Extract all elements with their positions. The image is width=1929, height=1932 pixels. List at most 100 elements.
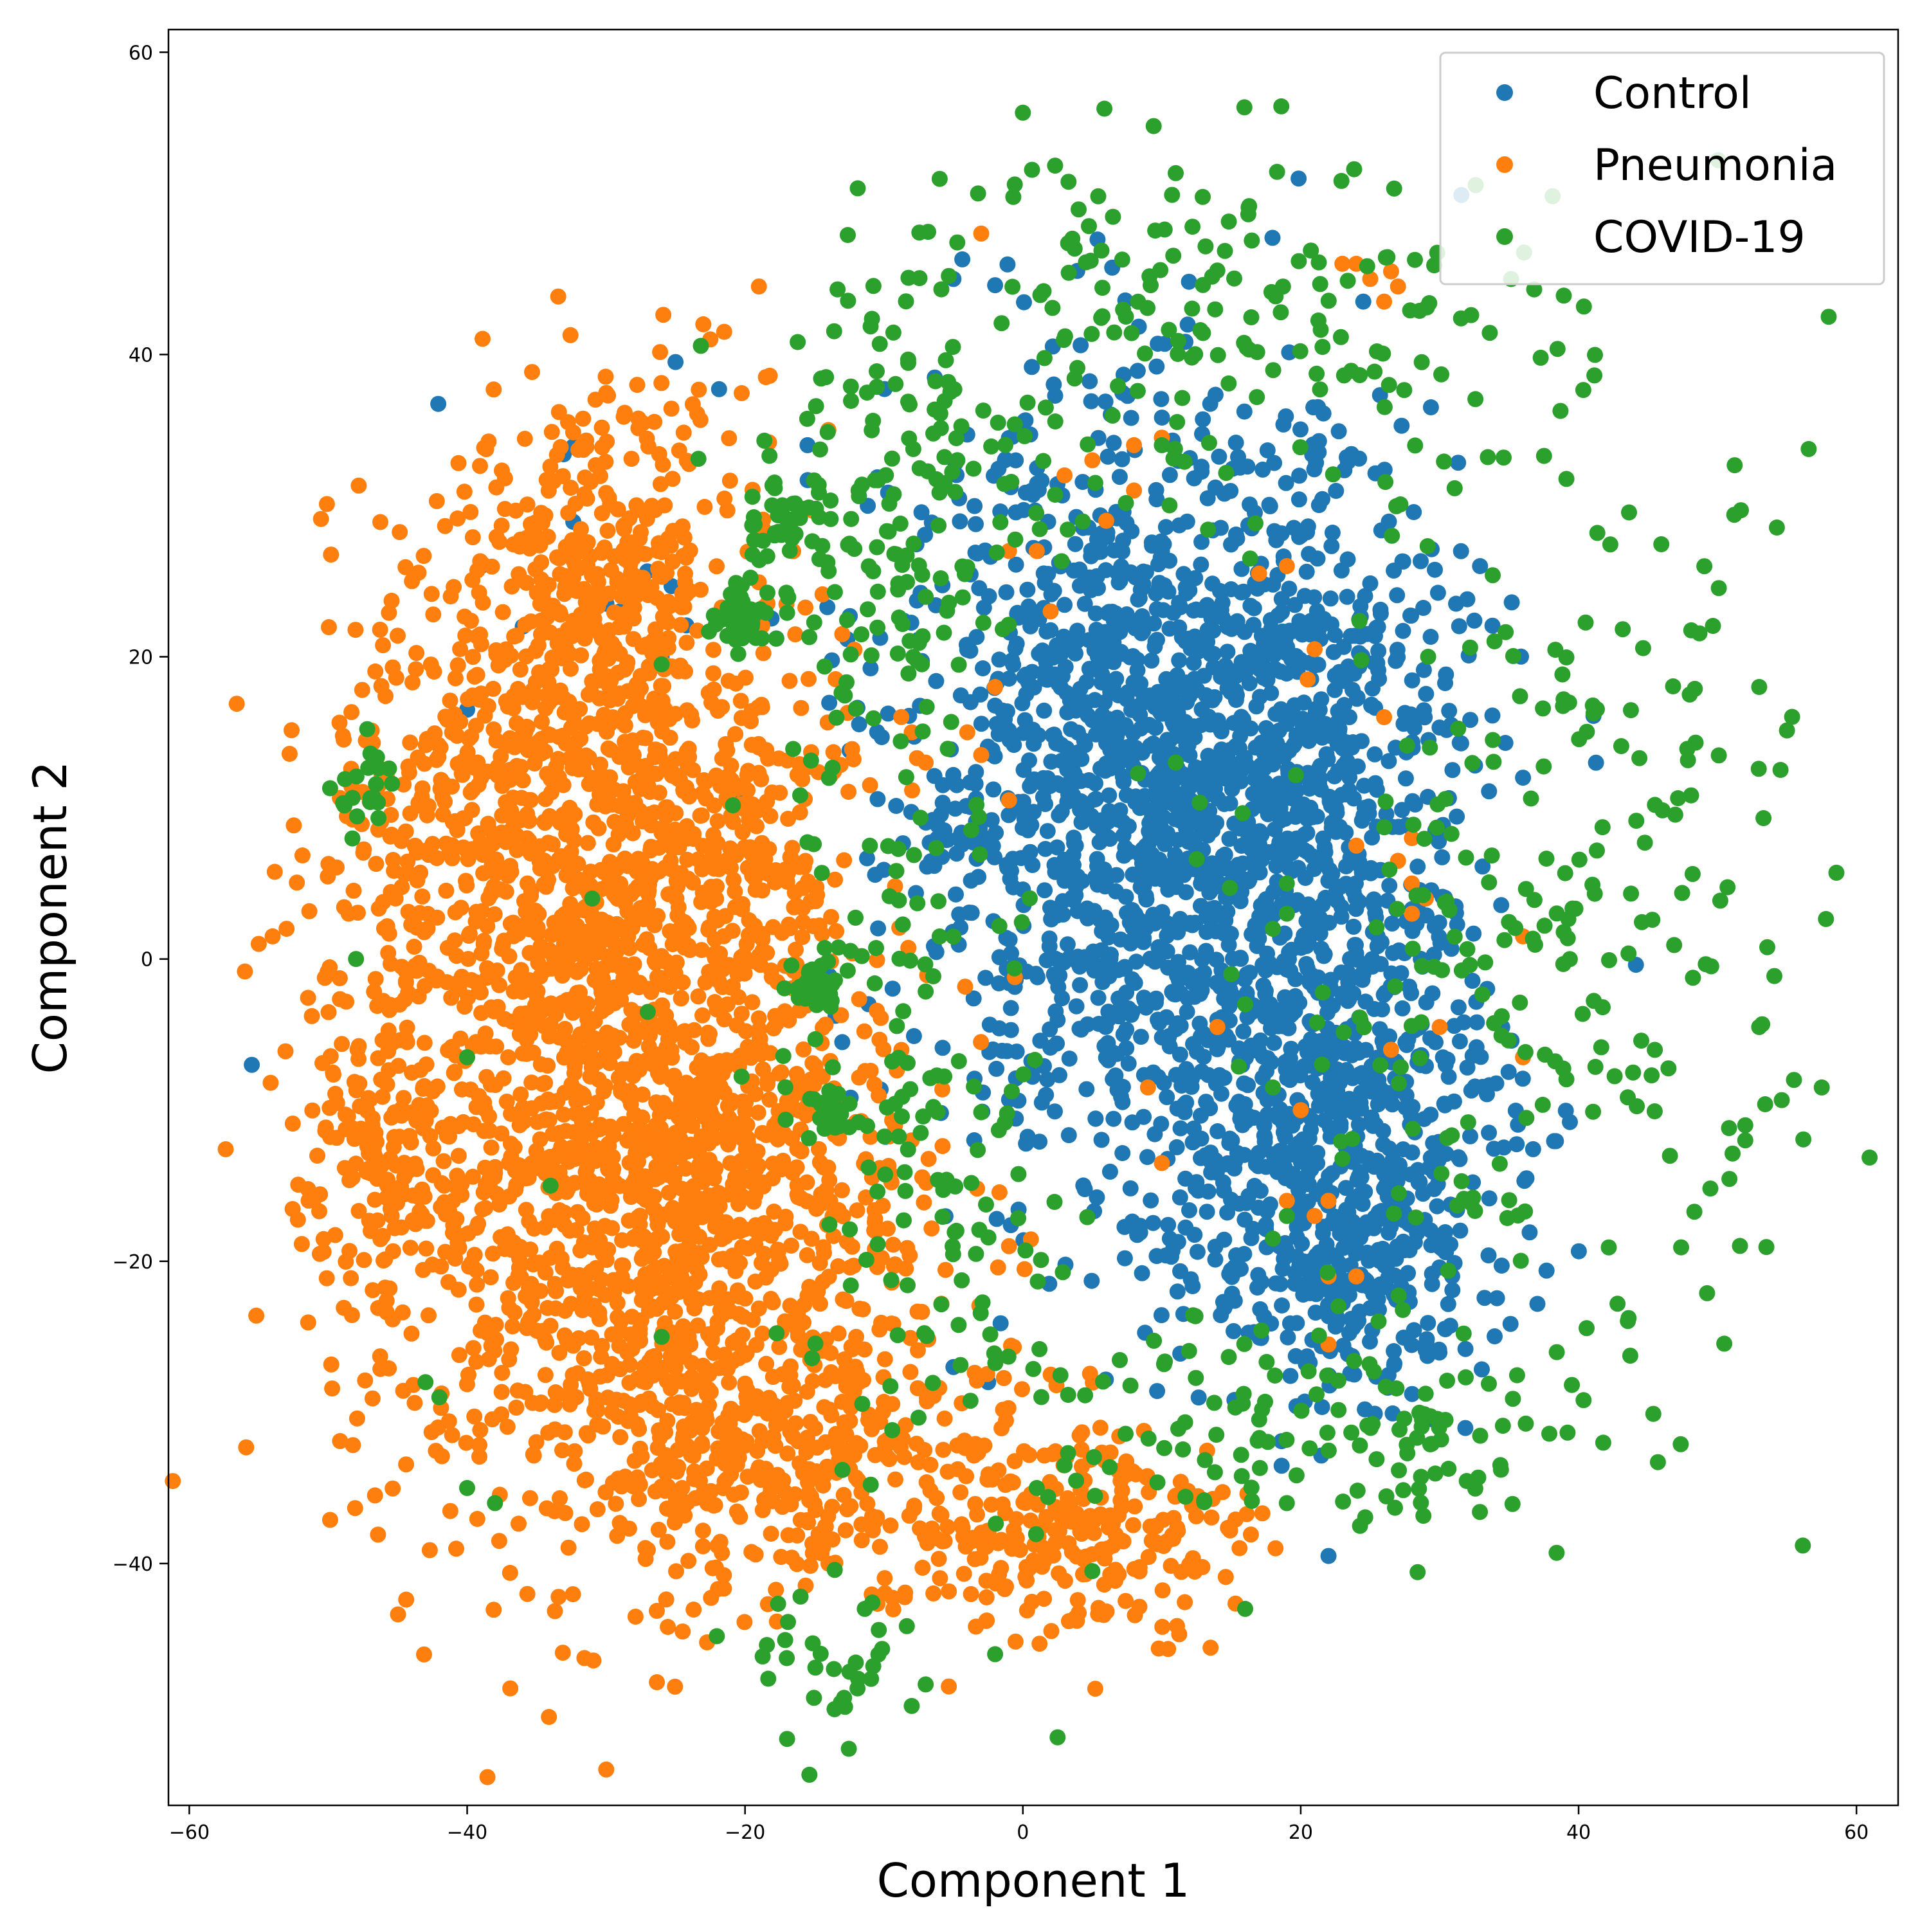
data-point [1301,546,1318,563]
data-point [1202,1144,1219,1161]
data-point [1200,1183,1217,1200]
data-point [991,1184,1008,1200]
data-point [491,881,508,898]
data-point [1229,862,1246,879]
data-point [673,989,689,1006]
data-point [521,921,538,937]
data-point [1451,1033,1468,1050]
data-point [400,864,417,881]
data-point [550,1589,567,1605]
data-point [823,908,840,925]
data-point [390,1058,407,1074]
data-point [1292,421,1309,438]
data-point [1107,1067,1124,1084]
data-point [862,660,879,676]
data-point [594,1184,611,1200]
data-point [385,1480,401,1497]
data-point [1026,679,1042,696]
data-point [372,621,388,638]
data-point [1339,988,1356,1005]
data-point [1061,1051,1078,1067]
data-point [579,534,596,550]
data-point [244,1056,260,1073]
data-point [1134,1265,1150,1281]
data-point [1161,1231,1178,1247]
data-point [624,600,641,617]
data-point [1118,787,1135,804]
data-point [1127,739,1144,756]
data-point [1243,1230,1260,1247]
data-point [1321,1168,1337,1184]
data-point [563,809,579,826]
data-point [990,460,1007,477]
data-point [1323,971,1339,988]
data-point [541,1028,557,1045]
data-point [1046,856,1063,873]
data-point [1291,491,1307,508]
data-point [653,678,669,694]
data-point [602,562,619,579]
data-point [631,1491,648,1508]
data-point [451,1347,467,1364]
data-point [537,791,554,808]
data-point [1267,1275,1284,1292]
data-point [392,524,408,541]
data-point [1115,1026,1132,1043]
data-point [1044,727,1061,744]
data-point [1493,1258,1510,1274]
data-point [430,737,447,754]
data-point [345,1437,361,1454]
data-point [1145,907,1161,923]
data-point [485,1602,502,1618]
data-point [321,619,337,635]
data-point [343,704,360,721]
data-point [1217,912,1234,929]
data-point [1110,738,1127,755]
data-point [1340,1210,1357,1227]
data-point [668,1563,684,1580]
data-point [416,1034,433,1051]
data-point [487,1077,503,1094]
data-point [1373,1001,1390,1018]
data-point [1155,602,1172,618]
data-point [576,1650,593,1666]
data-point [583,1105,599,1121]
data-point [1181,1202,1197,1218]
data-point [1216,990,1233,1007]
data-point [446,579,462,595]
data-point [880,705,896,722]
data-point [593,419,610,436]
data-point [659,1533,676,1550]
data-point [975,599,992,616]
data-point [480,890,497,907]
data-point [789,1186,806,1203]
data-point [1078,674,1095,690]
data-point [1303,1161,1319,1178]
data-point [1153,1307,1170,1324]
data-point [650,1521,667,1538]
data-point [475,847,491,863]
data-point [1309,602,1325,619]
data-point [1242,720,1259,737]
data-point [447,670,464,687]
data-point [954,251,971,267]
data-point [1386,1343,1402,1359]
data-point [1262,498,1278,514]
data-point [565,1586,581,1603]
data-point [1102,683,1119,700]
data-point [1397,1099,1414,1115]
data-point [1361,957,1377,974]
data-point [1129,662,1146,678]
data-point [1407,796,1424,813]
data-point [1413,553,1429,570]
data-point [1191,1015,1208,1032]
data-point [485,1160,502,1177]
data-point [581,1031,598,1047]
data-point [547,1276,563,1292]
data-point [398,1591,415,1608]
data-point [1134,867,1151,884]
data-point [1463,1082,1480,1099]
data-point [1295,1144,1312,1160]
data-point [988,1060,1005,1077]
data-point [799,1247,815,1263]
